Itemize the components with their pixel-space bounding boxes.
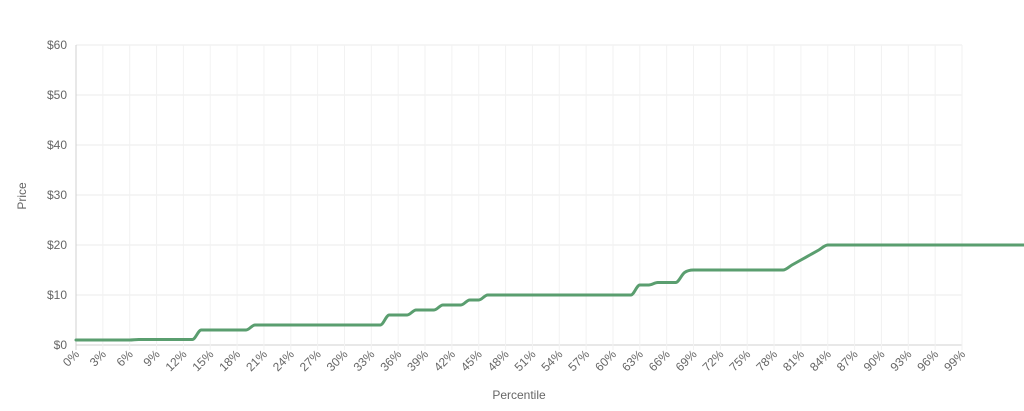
x-tick-label: 21% [243,347,270,374]
x-tick-label: 48% [485,347,512,374]
series-layer [74,243,1024,342]
x-tick-label: 81% [780,347,807,374]
x-tick-label: 99% [941,347,968,374]
y-axis-ticks: $0 $10 $20 $30 $40 $50 $60 [47,38,67,352]
x-tick-label: 60% [592,347,619,374]
x-tick-label: 51% [512,347,539,374]
x-tick-label: 9% [141,347,163,369]
y-tick-label: $30 [47,188,67,202]
x-tick-label: 12% [163,347,190,374]
x-tick-label: 42% [431,347,458,374]
series-line-0 [74,243,1024,342]
x-tick-label: 96% [914,347,941,374]
x-tick-label: 90% [861,347,888,374]
x-tick-label: 78% [753,347,780,374]
x-tick-label: 63% [619,347,646,374]
x-tick-label: 84% [807,347,834,374]
y-tick-label: $0 [54,338,68,352]
x-tick-label: 36% [377,347,404,374]
y-axis-title: Price [15,182,29,210]
x-axis-title: Percentile [492,388,546,402]
x-tick-label: 6% [114,347,136,369]
x-tick-label: 30% [324,347,351,374]
y-tick-label: $50 [47,88,67,102]
x-tick-label: 39% [404,347,431,374]
y-tick-label: $20 [47,238,67,252]
x-tick-label: 57% [565,347,592,374]
x-tick-label: 3% [87,347,109,369]
x-tick-label: 18% [216,347,243,374]
gridlines [75,44,963,350]
x-tick-label: 27% [297,347,324,374]
y-tick-label: $10 [47,288,67,302]
x-tick-label: 69% [673,347,700,374]
x-tick-label: 45% [458,347,485,374]
x-tick-label: 75% [726,347,753,374]
x-axis-ticks: 0% 3% 6% 9% 12% 15% 18% 21% 24% 27% 30% 33% 36% 39% 42… [60,347,968,374]
x-tick-label: 72% [700,347,727,374]
x-tick-label: 24% [270,347,297,374]
x-tick-label: 93% [888,347,915,374]
x-tick-label: 33% [351,347,378,374]
y-tick-label: $40 [47,138,67,152]
x-tick-label: 66% [646,347,673,374]
y-tick-label: $60 [47,38,67,52]
x-tick-label: 87% [834,347,861,374]
x-tick-label: 54% [539,347,566,374]
x-tick-label: 15% [189,347,216,374]
